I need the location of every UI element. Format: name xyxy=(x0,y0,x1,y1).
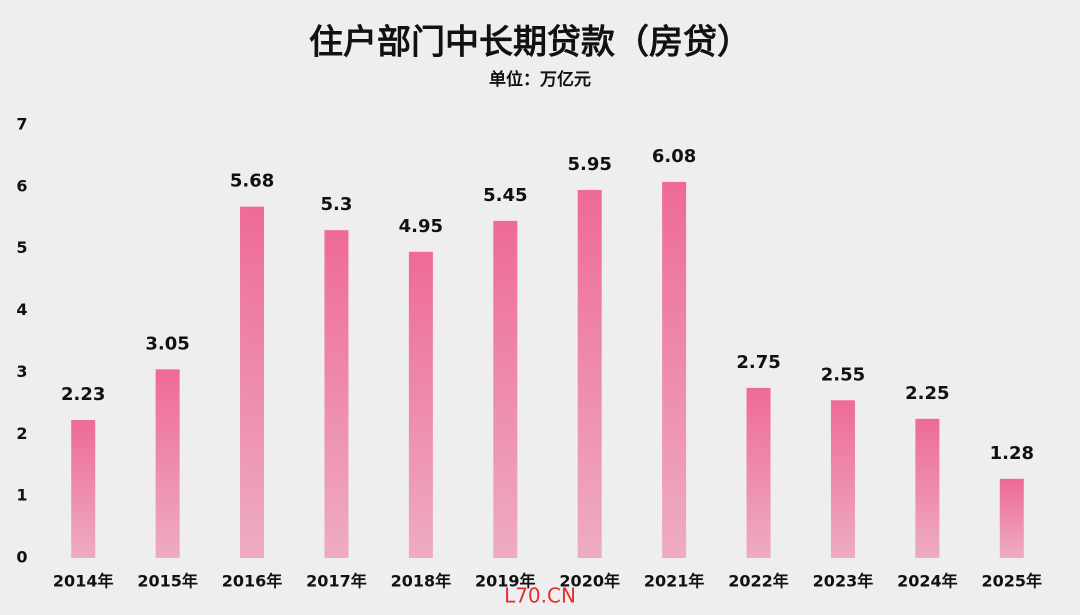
watermark: L70.CN xyxy=(504,584,576,608)
y-tick-label: 4 xyxy=(16,300,27,319)
x-tick-label: 2022年 xyxy=(728,572,789,591)
bar xyxy=(71,420,96,558)
y-tick-label: 6 xyxy=(16,176,27,195)
value-label: 2.55 xyxy=(821,364,865,385)
x-tick-label: 2018年 xyxy=(391,572,452,591)
x-tick-label: 2021年 xyxy=(644,572,705,591)
y-tick-label: 3 xyxy=(16,362,27,381)
y-tick-label: 0 xyxy=(16,548,27,567)
bar xyxy=(915,418,940,558)
bar xyxy=(408,251,433,559)
bar xyxy=(830,400,855,558)
value-label: 1.28 xyxy=(990,443,1034,464)
chart-subtitle: 单位：万亿元 xyxy=(489,69,591,90)
chart-title: 住户部门中长期贷款（房贷） xyxy=(309,23,751,63)
y-tick-label: 1 xyxy=(16,486,27,505)
x-tick-label: 2016年 xyxy=(222,572,283,591)
value-label: 2.75 xyxy=(736,352,780,373)
y-tick-label: 5 xyxy=(16,238,27,257)
value-label: 5.3 xyxy=(321,194,353,215)
x-tick-label: 2015年 xyxy=(137,572,198,591)
bar xyxy=(662,181,687,558)
x-tick-label: 2017年 xyxy=(306,572,367,591)
x-tick-label: 2025年 xyxy=(982,572,1043,591)
bar xyxy=(746,387,771,558)
x-tick-label: 2024年 xyxy=(897,572,958,591)
x-tick-label: 2020年 xyxy=(559,572,620,591)
x-tick-label: 2023年 xyxy=(813,572,874,591)
y-tick-label: 2 xyxy=(16,424,27,443)
bar xyxy=(999,478,1024,558)
value-label: 2.25 xyxy=(905,383,949,404)
bar xyxy=(324,230,349,558)
value-label: 5.95 xyxy=(567,154,611,175)
bar xyxy=(155,369,180,558)
value-label: 2.23 xyxy=(61,384,105,405)
value-label: 3.05 xyxy=(145,333,189,354)
value-label: 6.08 xyxy=(652,146,696,167)
bar xyxy=(493,220,518,558)
y-tick-label: 7 xyxy=(16,115,27,134)
x-tick-label: 2014年 xyxy=(53,572,114,591)
bar xyxy=(577,189,602,558)
value-label: 5.68 xyxy=(230,171,274,192)
value-label: 4.95 xyxy=(399,216,443,237)
bar xyxy=(240,206,265,558)
x-tick-label: 2019年 xyxy=(475,572,536,591)
value-label: 5.45 xyxy=(483,185,527,206)
